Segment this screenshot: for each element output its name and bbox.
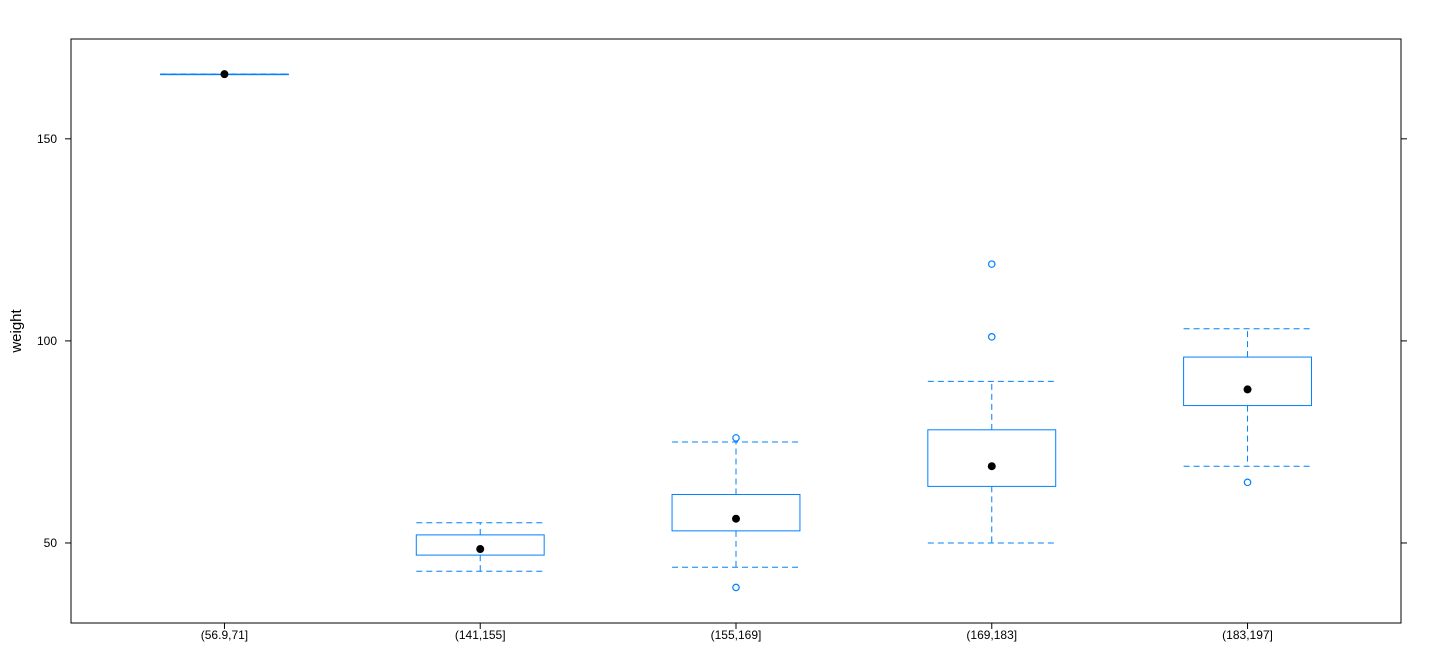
outlier-point (987, 333, 996, 341)
box (1183, 356, 1312, 407)
outlier-point (987, 260, 996, 268)
median-dot (1243, 385, 1252, 394)
y-tick-label: 150 (37, 132, 57, 146)
median-dot (220, 70, 229, 79)
box (927, 429, 1057, 487)
median-dot (987, 462, 996, 471)
median-dot (732, 514, 740, 523)
x-tick-label: (169,183] (966, 628, 1017, 642)
box (415, 534, 545, 556)
x-tick-label: (155,169] (711, 628, 762, 642)
x-tick-label: (183,197] (1222, 628, 1273, 642)
x-tick-label: (141,155] (455, 628, 506, 642)
outlier-point (732, 583, 740, 592)
y-tick-label: 50 (44, 536, 58, 550)
outlier-point (1243, 478, 1252, 487)
x-tick-label: (56.9,71] (201, 628, 248, 642)
y-axis-label: weight (8, 308, 25, 353)
outlier-point (732, 434, 740, 442)
y-tick-label: 100 (37, 334, 57, 348)
box (671, 493, 801, 532)
median-dot (476, 545, 485, 554)
